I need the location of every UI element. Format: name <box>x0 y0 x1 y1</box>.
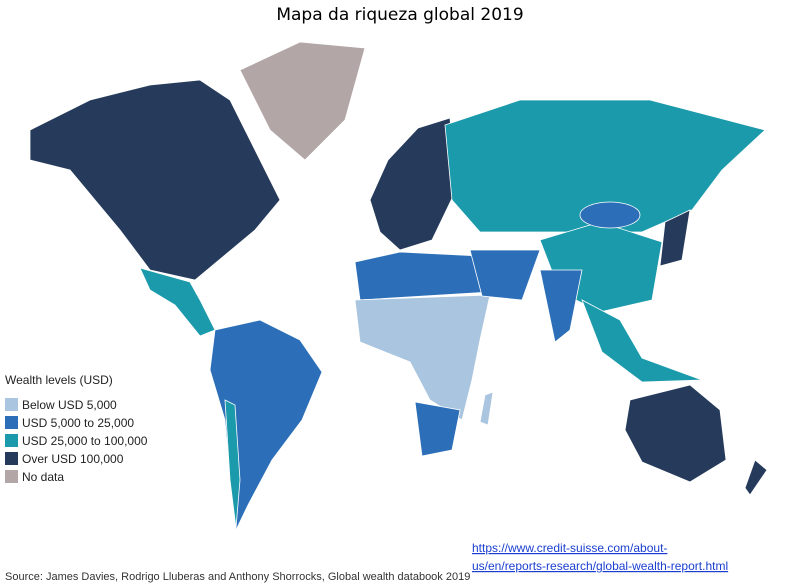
southeast-asia <box>581 299 703 383</box>
greenland <box>239 41 366 161</box>
legend-label: USD 25,000 to 100,000 <box>22 434 148 448</box>
mongolia <box>579 201 641 229</box>
legend-label: Over USD 100,000 <box>22 452 124 466</box>
middle-east <box>469 249 541 301</box>
source-note: Source: James Davies, Rodrigo Lluberas a… <box>5 571 470 583</box>
southern-africa <box>414 401 461 457</box>
chile <box>224 399 241 529</box>
north-america <box>29 79 281 281</box>
legend-swatch <box>5 416 18 429</box>
source-link[interactable]: https://www.credit-suisse.com/about- <box>472 541 667 555</box>
legend-swatch <box>5 470 18 483</box>
russia-central-asia <box>444 99 766 233</box>
madagascar <box>479 391 494 426</box>
europe <box>369 117 457 251</box>
legend-label: USD 5,000 to 25,000 <box>22 416 134 430</box>
sub-saharan-africa <box>354 294 491 421</box>
map-title: Mapa da riqueza global 2019 <box>276 5 523 25</box>
legend-swatch <box>5 434 18 447</box>
north-africa <box>354 251 491 301</box>
japan <box>659 209 691 267</box>
legend-label: Below USD 5,000 <box>22 398 117 412</box>
source-link[interactable]: us/en/reports-research/global-wealth-rep… <box>472 559 728 573</box>
legend-label: No data <box>22 470 64 484</box>
australia <box>624 384 727 483</box>
central-america <box>139 267 216 337</box>
india <box>539 269 583 343</box>
legend-swatch <box>5 398 18 411</box>
legend: Wealth levels (USD) Below USD 5,000 USD 5… <box>5 373 148 484</box>
legend-swatch <box>5 452 18 465</box>
new-zealand <box>744 459 768 496</box>
legend-title: Wealth levels (USD) <box>5 373 113 387</box>
world-map <box>29 41 768 532</box>
